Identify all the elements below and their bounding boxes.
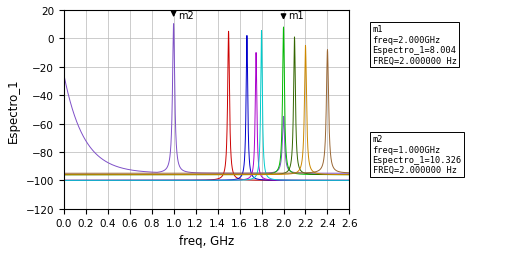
Text: m1: m1 xyxy=(288,11,304,21)
Text: m2: m2 xyxy=(178,11,194,21)
Y-axis label: Espectro_1: Espectro_1 xyxy=(7,78,20,142)
X-axis label: freq, GHz: freq, GHz xyxy=(179,234,234,247)
Text: m1
freq=2.000GHz
Espectro_1=8.004
FREQ=2.000000 Hz: m1 freq=2.000GHz Espectro_1=8.004 FREQ=2… xyxy=(373,25,456,66)
Text: m2
freq=1.000GHz
Espectro_1=10.326
FREQ=2.000000 Hz: m2 freq=1.000GHz Espectro_1=10.326 FREQ=… xyxy=(373,135,462,175)
